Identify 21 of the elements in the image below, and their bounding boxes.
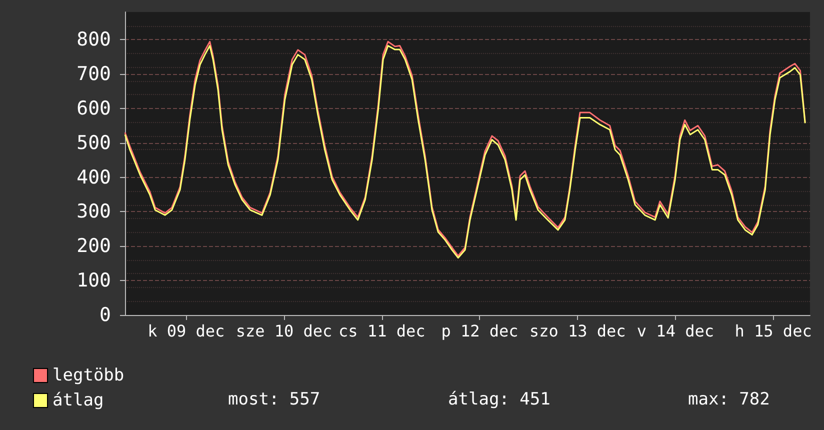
legend-label: legtöbb [52,366,124,386]
x-tick-label: h 15 dec [734,322,812,340]
y-tick-label: 0 [100,304,111,326]
text: most: 557 [228,390,320,410]
y-tick-label: 200 [76,235,111,258]
y-tick-label: 800 [76,28,111,51]
legend-label: átlag [52,390,104,410]
x-tick-label: v 14 dec [636,322,714,340]
text: max: 782 [688,390,770,410]
y-tick-label: 700 [76,62,111,85]
y-tick-label: 600 [76,97,111,120]
x-tick-label: szo 13 dec [529,322,626,340]
y-tick-label: 400 [76,166,111,188]
text: átlag: 451 [448,390,550,410]
x-tick-label: sze 10 dec [236,322,332,340]
x-tick-label: k 09 dec [148,322,225,340]
y-tick-label: 100 [76,270,111,292]
y-tick-label: 500 [76,132,111,154]
x-tick-label: p 12 dec [441,322,518,340]
x-tick-label: cs 11 dec [338,322,426,340]
y-tick-label: 300 [76,200,111,223]
